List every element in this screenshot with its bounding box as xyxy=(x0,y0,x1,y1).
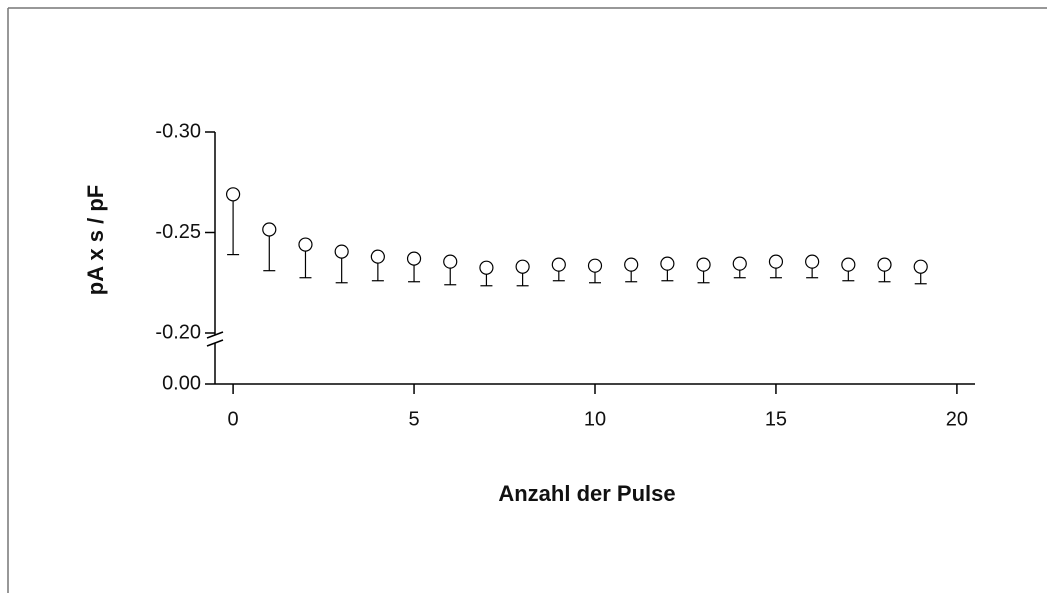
point xyxy=(624,257,639,272)
axis-break xyxy=(206,339,224,347)
y-axis-title: pA x s / pF xyxy=(83,185,108,295)
point xyxy=(225,187,241,202)
point xyxy=(587,258,603,273)
point xyxy=(732,256,747,271)
point xyxy=(660,256,675,271)
point xyxy=(515,259,530,274)
point xyxy=(841,257,856,272)
point xyxy=(877,257,892,272)
point xyxy=(262,222,277,237)
x-tick-label: 20 xyxy=(946,408,968,430)
point xyxy=(334,244,349,259)
point xyxy=(406,251,422,266)
point xyxy=(913,259,928,274)
point xyxy=(768,254,784,269)
axis-break xyxy=(206,331,224,339)
point xyxy=(370,249,385,264)
x-tick-label: 10 xyxy=(584,408,606,430)
x-tick-label: 0 xyxy=(228,408,239,430)
point xyxy=(805,254,820,269)
point xyxy=(443,254,458,269)
point xyxy=(479,260,494,275)
y-tick-label: -0.30 xyxy=(155,120,201,142)
y-tick-label: 0.00 xyxy=(162,372,201,394)
y-tick-label: -0.25 xyxy=(155,221,201,243)
point xyxy=(696,257,711,272)
x-tick-label: 5 xyxy=(408,408,419,430)
x-axis-title: Anzahl der Pulse xyxy=(498,481,675,506)
y-tick-label: -0.20 xyxy=(155,321,201,343)
point xyxy=(551,257,566,272)
point xyxy=(298,237,313,252)
x-tick-label: 15 xyxy=(765,408,787,430)
